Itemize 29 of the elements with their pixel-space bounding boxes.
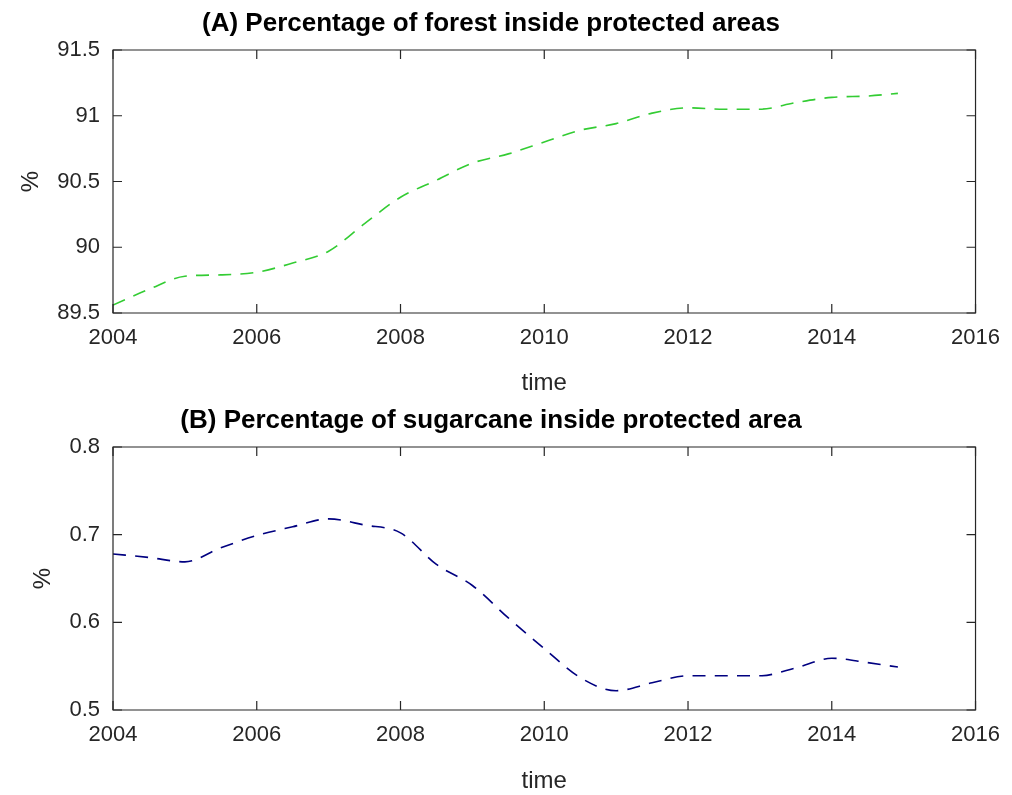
- x-tick-label: 2012: [663, 721, 713, 747]
- y-axis-title: %: [28, 567, 56, 590]
- x-axis-title: time: [521, 765, 567, 793]
- x-tick-label: 2004: [88, 721, 138, 747]
- y-tick-label: 90: [75, 233, 100, 259]
- x-tick-label: 2014: [807, 324, 857, 350]
- x-tick-label: 2014: [807, 721, 857, 747]
- chart-title: (A) Percentage of forest inside protected areas: [202, 6, 780, 37]
- x-tick-label: 2008: [376, 721, 425, 747]
- x-axis-title: time: [521, 367, 567, 395]
- x-tick-label: 2006: [232, 721, 282, 747]
- x-tick-label: 2010: [519, 324, 569, 350]
- x-tick-label: 2006: [232, 324, 282, 350]
- x-tick-label: 2012: [663, 324, 713, 350]
- chart-title: (B) Percentage of sugarcane inside protected area: [180, 403, 803, 434]
- y-tick-label: 89.5: [57, 299, 100, 325]
- x-tick-label: 2008: [376, 324, 425, 350]
- y-tick-label: 90.5: [57, 167, 100, 193]
- x-tick-label: 2016: [951, 324, 1001, 350]
- y-tick-label: 91.5: [57, 36, 100, 62]
- y-axis-title: %: [15, 170, 43, 193]
- x-tick-label: 2010: [519, 721, 569, 747]
- y-tick-label: 0.6: [69, 608, 100, 634]
- y-tick-label: 91: [75, 101, 100, 127]
- y-tick-label: 0.8: [69, 433, 100, 459]
- x-tick-label: 2016: [951, 721, 1001, 747]
- y-tick-label: 0.5: [69, 696, 100, 722]
- x-tick-label: 2004: [88, 324, 138, 350]
- y-tick-label: 0.7: [69, 520, 100, 546]
